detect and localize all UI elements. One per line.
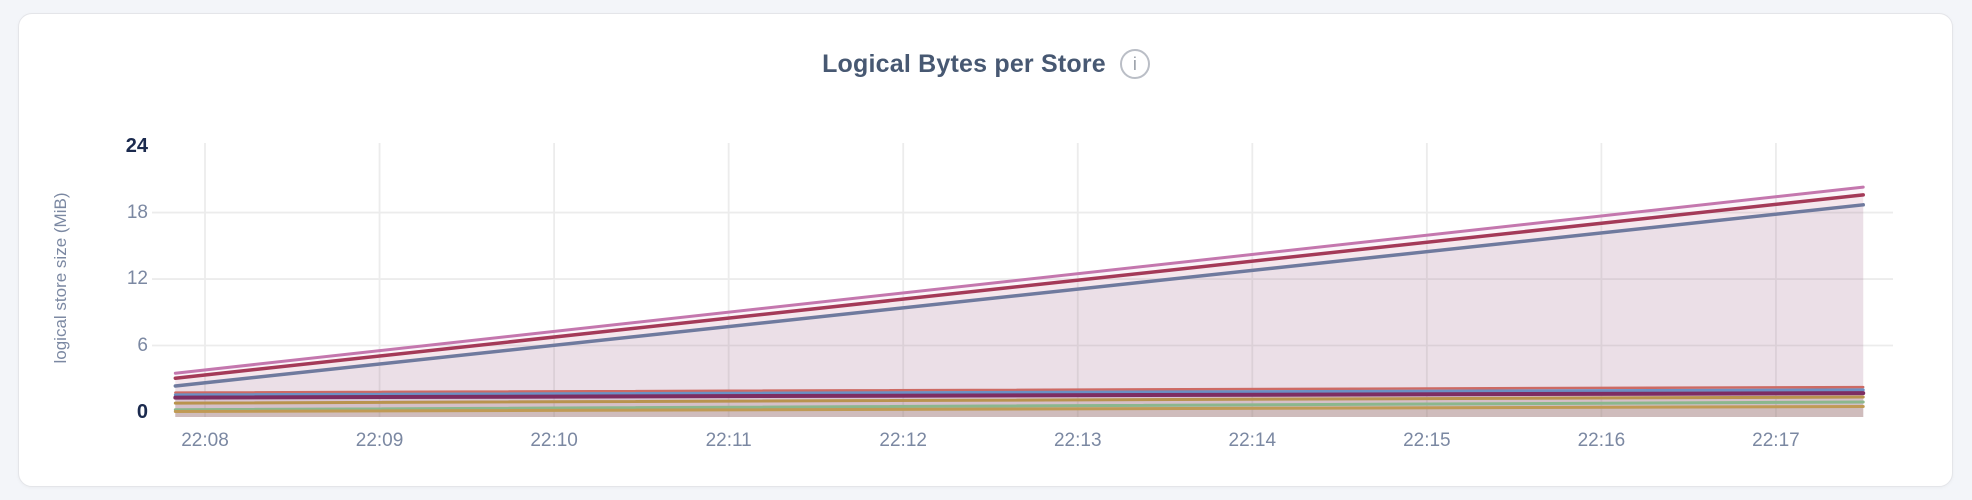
y-tick-label: 18 (126, 201, 148, 223)
series-line-store-flat-magenta (173, 391, 1866, 400)
x-tick-label: 22:08 (181, 430, 229, 451)
y-tick-label: 24 (125, 135, 148, 158)
series-line-store-rising-slate (173, 203, 1865, 388)
x-tick-label: 22:13 (1053, 430, 1102, 451)
y-tick-label: 12 (126, 268, 148, 290)
x-tick-label: 22:09 (355, 430, 404, 451)
series-line-store-rising-crimson (173, 193, 1865, 380)
chart-header: Logical Bytes per Store i (0, 44, 1972, 84)
y-tick-label: 0 (136, 401, 148, 423)
series-line-store-flat-tan (173, 395, 1865, 405)
series-line-store-flat-blue (173, 388, 1865, 397)
x-tick-label: 22:14 (1228, 430, 1277, 451)
x-tick-label: 22:15 (1403, 430, 1451, 451)
series-line-store-flat-gold (173, 404, 1865, 413)
info-icon[interactable]: i (1119, 49, 1150, 79)
series-line-store-rising-pink (173, 185, 1865, 375)
x-tick-label: 22:11 (705, 430, 752, 451)
y-tick-label: 6 (137, 334, 148, 356)
x-tick-label: 22:12 (879, 430, 927, 451)
series-line-store-flat-salmon (174, 385, 1865, 394)
x-tick-label: 22:10 (530, 430, 578, 451)
series-area-store-rising-slate (175, 204, 1864, 417)
chart-title: Logical Bytes per Store (822, 49, 1106, 78)
series-line-store-flat-green (173, 400, 1865, 412)
series-area-store-rising-pink (175, 187, 1864, 417)
x-tick-label: 22:17 (1752, 430, 1800, 451)
x-tick-label: 22:16 (1577, 430, 1626, 451)
